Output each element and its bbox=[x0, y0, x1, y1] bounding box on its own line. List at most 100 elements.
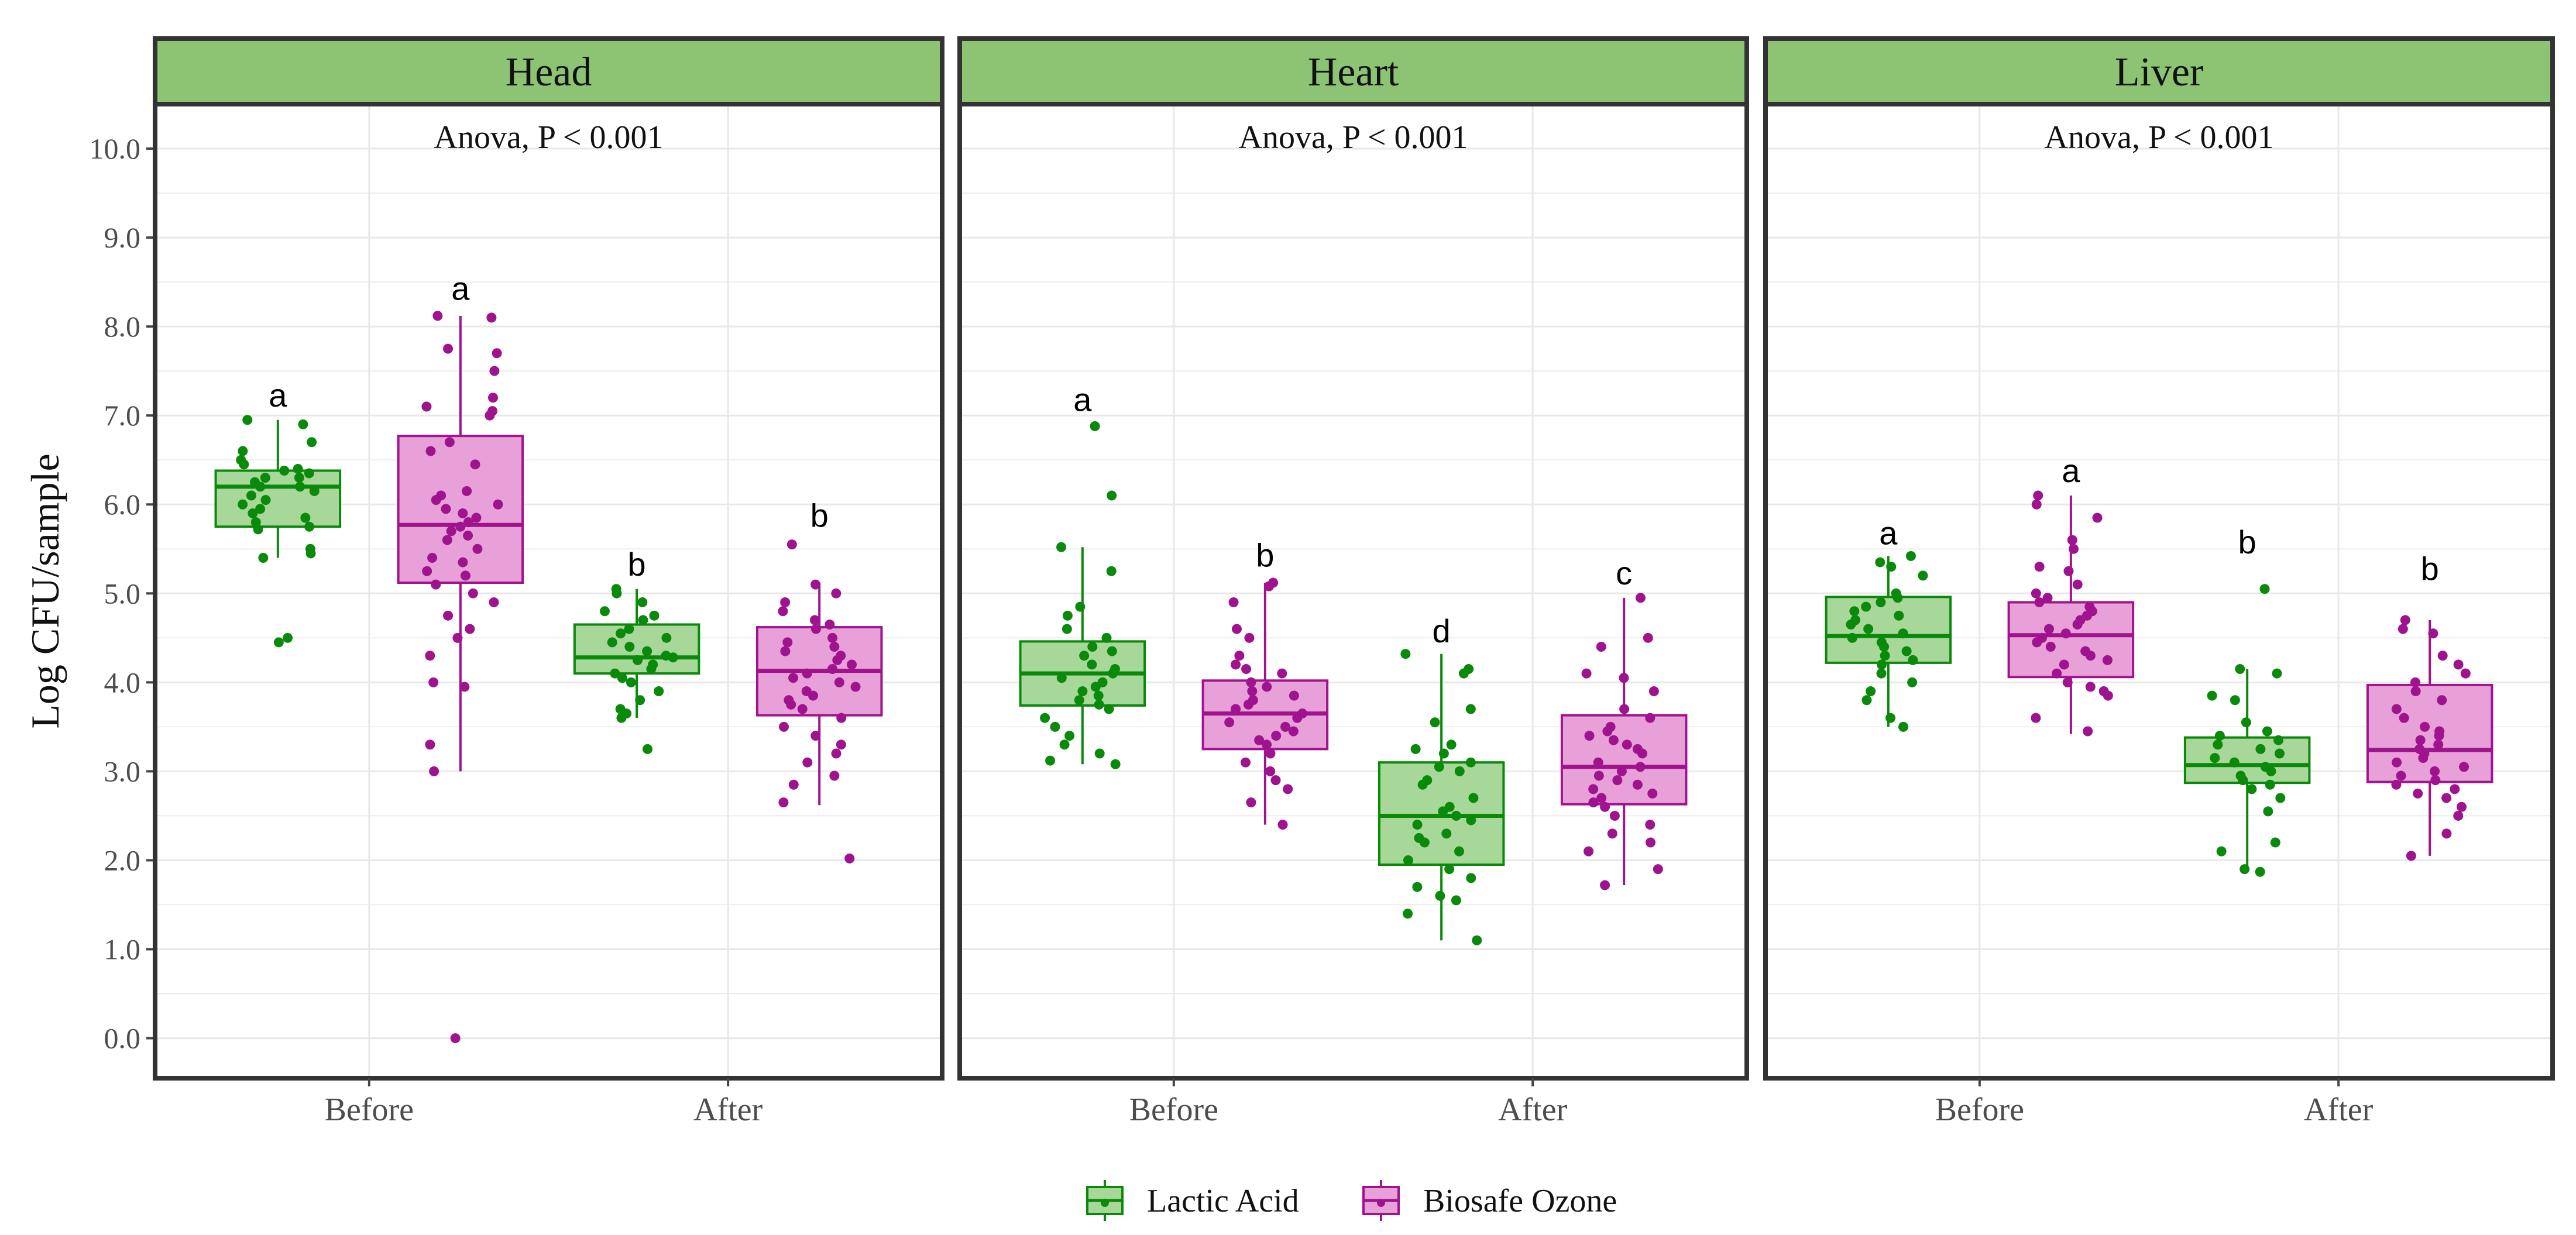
data-point bbox=[827, 632, 838, 643]
data-point bbox=[2072, 579, 2083, 590]
legend-label: Lactic Acid bbox=[1147, 1183, 1299, 1219]
box-after-biosafe-ozone: c bbox=[1560, 555, 1688, 890]
data-point bbox=[2415, 735, 2426, 745]
data-point bbox=[1075, 601, 1086, 612]
data-point bbox=[1861, 695, 1872, 706]
data-point bbox=[831, 748, 842, 759]
data-point bbox=[802, 757, 813, 768]
data-point bbox=[1094, 699, 1104, 710]
data-point bbox=[1265, 748, 1276, 759]
data-point bbox=[1107, 646, 1117, 656]
data-point bbox=[2272, 668, 2282, 679]
data-point bbox=[1892, 593, 1903, 603]
data-point bbox=[425, 446, 436, 456]
data-point bbox=[2085, 651, 2096, 661]
data-point bbox=[2399, 713, 2409, 723]
box-after-lactic-acid: d bbox=[1378, 613, 1505, 945]
data-point bbox=[1846, 620, 1856, 630]
panel-annotation: Anova, P < 0.001 bbox=[1239, 119, 1468, 156]
data-point bbox=[1062, 610, 1073, 621]
data-point bbox=[1289, 690, 1299, 701]
data-point bbox=[1847, 632, 1857, 643]
data-point bbox=[1608, 735, 1619, 745]
data-point bbox=[1622, 739, 1632, 750]
data-point bbox=[1262, 739, 1272, 750]
panel-border bbox=[957, 102, 1749, 1081]
data-point bbox=[2262, 726, 2272, 737]
data-point bbox=[1050, 721, 1060, 732]
data-point bbox=[1581, 668, 1592, 679]
data-point bbox=[633, 655, 643, 665]
data-point bbox=[1106, 566, 1117, 576]
data-point bbox=[1417, 779, 1428, 790]
box-before-biosafe-ozone: a bbox=[2007, 452, 2135, 737]
data-point bbox=[1277, 668, 1287, 679]
data-point bbox=[1444, 864, 1455, 875]
data-point bbox=[1087, 659, 1097, 670]
data-point bbox=[293, 463, 303, 474]
data-point bbox=[617, 673, 627, 683]
data-point bbox=[463, 530, 473, 541]
data-point bbox=[1898, 721, 1908, 732]
data-point bbox=[810, 579, 821, 590]
data-point bbox=[2259, 584, 2270, 594]
data-point bbox=[2102, 655, 2113, 665]
data-point bbox=[300, 512, 311, 523]
data-point bbox=[2072, 620, 2083, 630]
data-point bbox=[294, 473, 304, 483]
data-point bbox=[450, 1033, 461, 1044]
data-point bbox=[458, 508, 468, 518]
data-point bbox=[788, 673, 799, 683]
data-point bbox=[1441, 828, 1452, 839]
data-point bbox=[1600, 880, 1610, 890]
data-point bbox=[1435, 890, 1445, 901]
group-letter: b bbox=[628, 546, 646, 583]
data-point bbox=[1616, 766, 1627, 776]
panel-annotation: Anova, P < 0.001 bbox=[2045, 119, 2274, 156]
data-point bbox=[1241, 664, 1252, 675]
data-point bbox=[1451, 895, 1461, 906]
data-point bbox=[2410, 677, 2420, 687]
data-point bbox=[2229, 757, 2240, 768]
data-point bbox=[304, 468, 314, 479]
data-point bbox=[2437, 651, 2448, 661]
data-point bbox=[283, 632, 293, 643]
data-point bbox=[2391, 704, 2402, 714]
data-point bbox=[489, 597, 499, 608]
data-point bbox=[2460, 668, 2471, 679]
data-point bbox=[492, 348, 502, 359]
data-point bbox=[827, 664, 837, 675]
data-point bbox=[458, 557, 468, 567]
data-point bbox=[1619, 673, 1629, 683]
data-point bbox=[443, 343, 454, 354]
data-point bbox=[1612, 775, 1623, 786]
data-point bbox=[2230, 695, 2240, 706]
data-point bbox=[2396, 770, 2406, 781]
data-point bbox=[238, 446, 248, 456]
data-point bbox=[486, 312, 497, 323]
data-point bbox=[2060, 628, 2071, 639]
data-point bbox=[432, 311, 443, 321]
data-point bbox=[255, 504, 266, 514]
data-point bbox=[493, 499, 503, 510]
data-point bbox=[2031, 713, 2041, 723]
data-point bbox=[1466, 815, 1476, 825]
data-point bbox=[2092, 512, 2103, 523]
data-point bbox=[834, 677, 844, 687]
data-point bbox=[1412, 882, 1423, 892]
y-tick-label: 3.0 bbox=[104, 755, 141, 787]
data-point bbox=[1446, 739, 1457, 750]
group-letter: a bbox=[1879, 515, 1898, 552]
x-tick-label: Before bbox=[1935, 1092, 2024, 1128]
data-point bbox=[1907, 677, 1918, 687]
data-point bbox=[1108, 668, 1118, 679]
data-point bbox=[295, 481, 305, 492]
x-tick-label: Before bbox=[325, 1092, 414, 1128]
data-point bbox=[2418, 753, 2429, 763]
data-point bbox=[468, 588, 478, 598]
legend-key-point bbox=[1101, 1199, 1109, 1207]
data-point bbox=[422, 566, 432, 576]
data-point bbox=[1584, 731, 1595, 741]
data-point bbox=[638, 615, 648, 625]
data-point bbox=[2441, 793, 2452, 803]
